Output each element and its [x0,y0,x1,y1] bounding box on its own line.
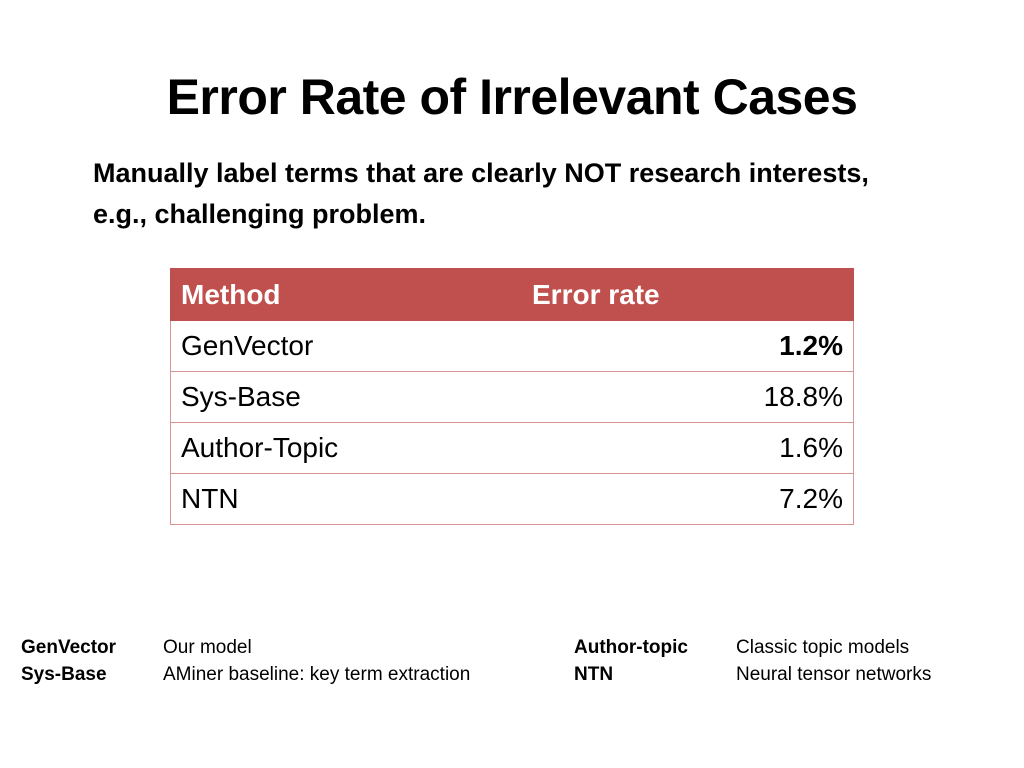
table-row: NTN 7.2% [170,473,854,525]
method-cell: Sys-Base [170,371,522,423]
error-rate-table: Method Error rate GenVector 1.2% Sys-Bas… [170,268,854,525]
legend-desc-author-topic: Classic topic models [736,637,910,658]
legend-desc-sys-base: AMiner baseline: key term extraction [163,664,471,685]
table-row: Sys-Base 18.8% [170,371,854,423]
error-rate-cell: 18.8% [521,371,854,423]
legend-term-author-topic: Author-topic [574,637,688,658]
column-header-error-rate: Error rate [521,268,854,321]
legend-term-genvector: GenVector [21,637,117,658]
error-rate-cell: 7.2% [521,473,854,525]
column-header-method: Method [170,268,522,321]
legend-desc-ntn: Neural tensor networks [736,664,932,685]
slide-title: Error Rate of Irrelevant Cases [166,69,858,125]
method-cell: Author-Topic [170,422,522,474]
table-header-row: Method Error rate [170,268,854,321]
slide-subtitle: Manually label terms that are clearly NO… [93,158,869,229]
method-cell: NTN [170,473,522,525]
table-row: GenVector 1.2% [170,320,854,372]
legend-desc-genvector: Our model [163,637,252,658]
legend-term-sys-base: Sys-Base [21,664,107,685]
error-rate-cell: 1.2% [521,320,854,372]
error-rate-cell: 1.6% [521,422,854,474]
table-row: Author-Topic 1.6% [170,422,854,474]
legend-term-ntn: NTN [574,664,614,685]
method-cell: GenVector [170,320,522,372]
